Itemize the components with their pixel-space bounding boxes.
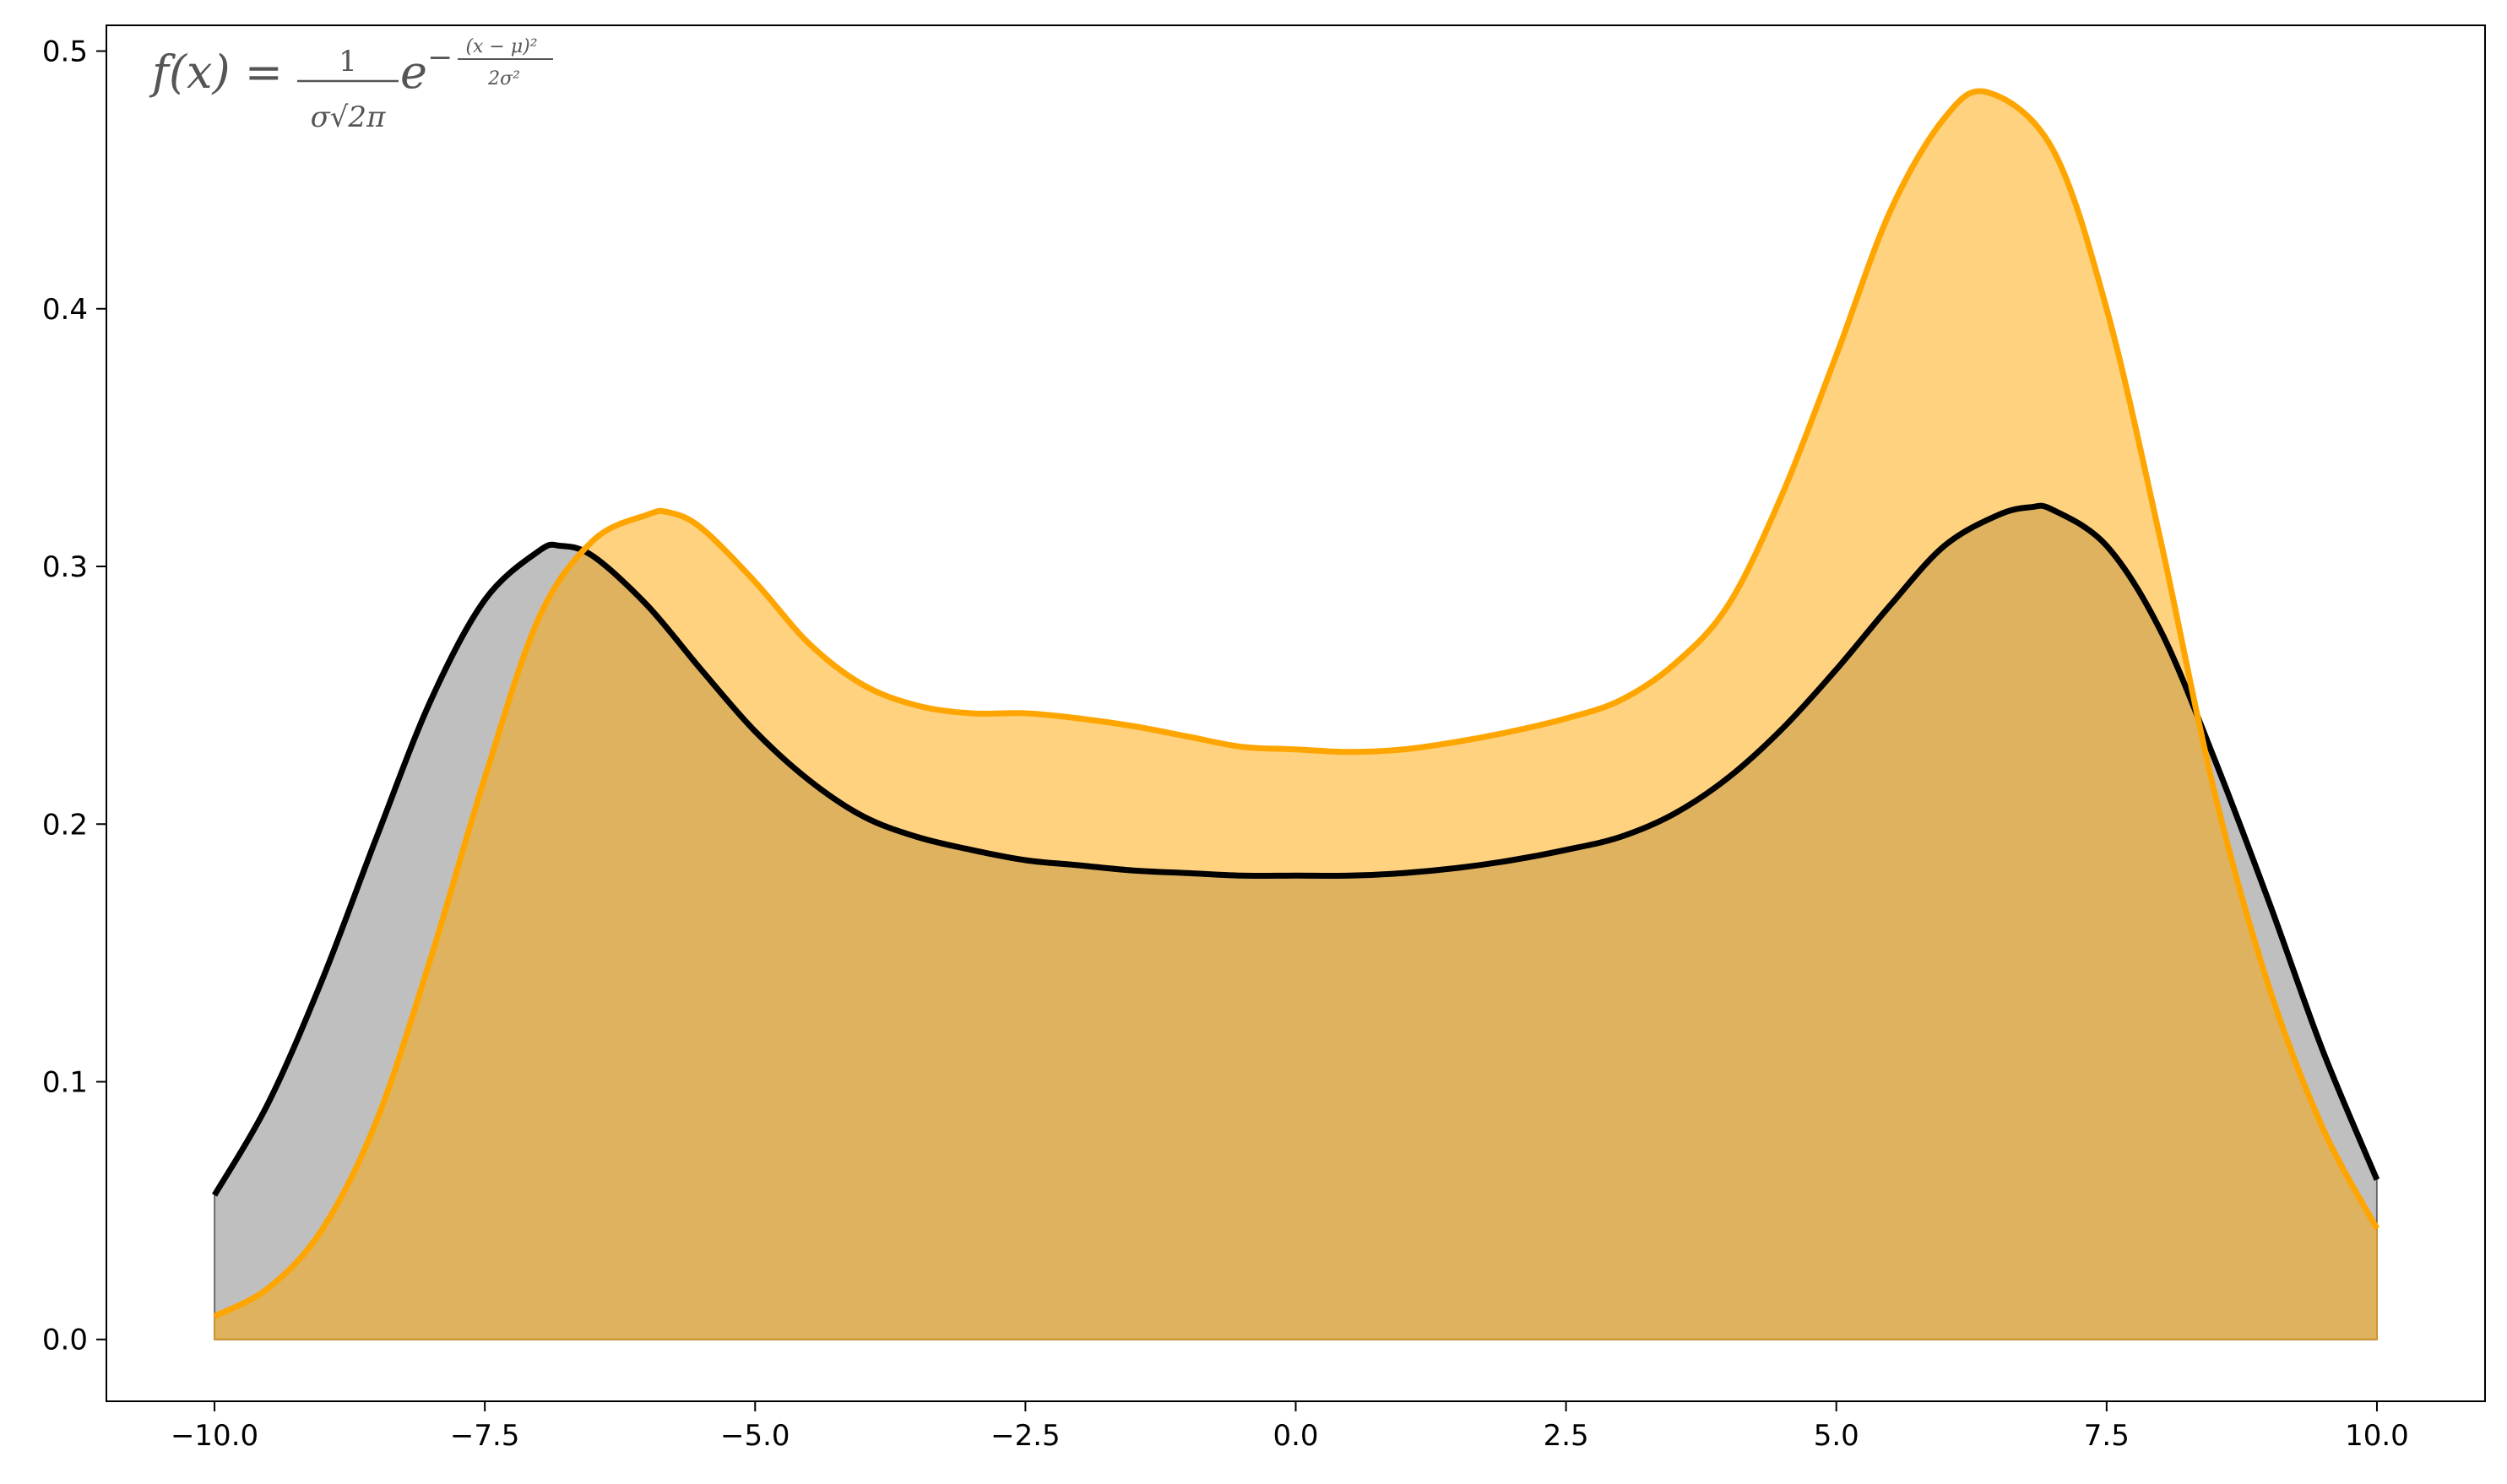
x-tick-label: 7.5: [2084, 1419, 2130, 1453]
y-tick-label: 0.1: [42, 1065, 88, 1099]
x-tick-label: 10.0: [2345, 1419, 2409, 1453]
formula-frac1-num: 1: [339, 45, 357, 79]
y-tick-label: 0.0: [42, 1324, 88, 1357]
y-axis: 0.0 0.1 0.2 0.3 0.4 0.5: [42, 35, 106, 1357]
formula-frac1-den: σ√2π: [311, 100, 387, 134]
x-tick-label: 5.0: [1814, 1419, 1859, 1453]
y-tick-label: 0.4: [42, 293, 88, 327]
formula-exp-num: (x − μ)²: [465, 36, 537, 57]
x-tick-label: −10.0: [171, 1419, 258, 1453]
formula-exp-den: 2σ²: [487, 68, 520, 89]
series-lines: [212, 88, 2380, 1319]
y-tick-label: 0.5: [42, 35, 88, 69]
y-tick-label: 0.2: [42, 808, 88, 842]
x-tick-label: 2.5: [1544, 1419, 1589, 1453]
formula-lhs: f(x) =: [149, 46, 283, 99]
black-series-line: [212, 502, 2380, 1197]
x-tick-label: −2.5: [990, 1419, 1061, 1453]
formula-exp-sign: −: [427, 41, 453, 75]
y-tick-label: 0.3: [42, 550, 88, 584]
x-tick-label: −5.0: [720, 1419, 790, 1453]
formula-annotation: f(x) = 1 σ√2π e − (x − μ)² 2σ²: [149, 36, 553, 134]
x-axis: −10.0 −7.5 −5.0 −2.5 0.0 2.5 5.0 7.5 10.0: [171, 1401, 2409, 1453]
orange-series-line: [213, 88, 2380, 1319]
x-tick-label: 0.0: [1272, 1419, 1318, 1453]
formula-base: e: [400, 46, 427, 99]
x-tick-label: −7.5: [450, 1419, 520, 1453]
